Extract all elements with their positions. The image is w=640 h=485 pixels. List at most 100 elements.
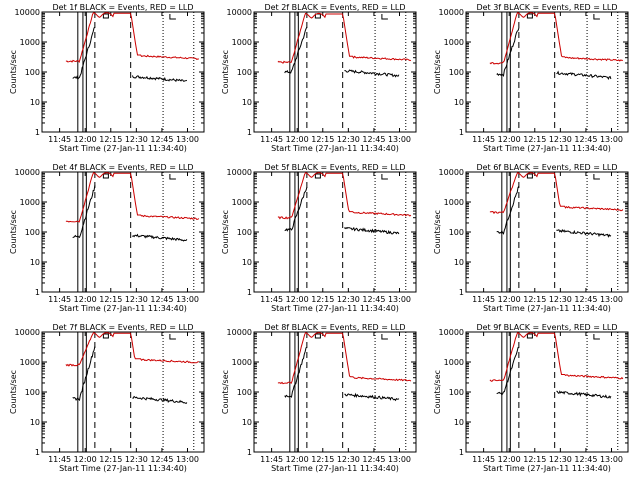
series-lld-line xyxy=(489,332,624,383)
panel-3: Det 3f BLACK = Events, RED = LLD 1 10 100 10… xyxy=(433,3,629,153)
y-tick-label: 10 xyxy=(242,418,252,427)
plot-frame xyxy=(465,11,629,133)
top-marker xyxy=(526,333,533,339)
chart-title: Det 1f BLACK = Events, RED = LLD xyxy=(52,3,193,12)
chart-title: Det 6f BLACK = Events, RED = LLD xyxy=(476,163,617,172)
series-events-line xyxy=(556,390,612,399)
y-tick-label: 10 xyxy=(30,258,40,267)
x-tick-label: 12:30 xyxy=(549,135,572,144)
x-tick-label: 11:45 xyxy=(472,455,495,464)
y-tick-label: 10000 xyxy=(15,168,40,177)
x-tick-label: 11:45 xyxy=(472,135,495,144)
y-axis-label: Counts/sec xyxy=(221,210,230,254)
y-tick-label: 1 xyxy=(247,128,252,137)
series-events-line xyxy=(496,347,519,396)
x-tick-label: 12:30 xyxy=(125,455,148,464)
y-tick-label: 100 xyxy=(449,388,464,397)
y-tick-label: 10 xyxy=(454,258,464,267)
top-marker xyxy=(593,14,600,20)
chart-title: Det 9f BLACK = Events, RED = LLD xyxy=(476,323,617,332)
x-tick-label: 12:00 xyxy=(498,135,521,144)
y-tick-label: 10 xyxy=(242,258,252,267)
x-tick-label: 12:00 xyxy=(74,455,97,464)
y-tick-label: 10000 xyxy=(227,328,252,337)
series-events-line xyxy=(72,346,96,402)
panel-9: Det 9f BLACK = Events, RED = LLD 1 10 100 10… xyxy=(433,323,629,473)
series-events-line xyxy=(556,228,612,238)
x-tick-label: 13:00 xyxy=(176,455,199,464)
x-tick-label: 13:00 xyxy=(388,455,411,464)
y-tick-label: 10 xyxy=(242,98,252,107)
x-tick-label: 11:45 xyxy=(472,295,495,304)
series-events-line xyxy=(344,392,400,402)
y-tick-label: 10000 xyxy=(227,8,252,17)
y-tick-label: 100 xyxy=(25,68,40,77)
series-events-line xyxy=(284,187,308,232)
x-tick-label: 12:15 xyxy=(523,455,546,464)
y-tick-label: 10000 xyxy=(439,328,464,337)
y-tick-label: 1000 xyxy=(20,358,40,367)
x-tick-label: 12:45 xyxy=(362,295,385,304)
x-tick-label: 11:45 xyxy=(260,295,283,304)
panel-5: Det 5f BLACK = Events, RED = LLD 1 10 100 10… xyxy=(221,163,417,313)
plot-frame xyxy=(253,11,417,133)
chart-title: Det 7f BLACK = Events, RED = LLD xyxy=(52,323,193,332)
y-tick-label: 1000 xyxy=(444,358,464,367)
y-tick-label: 10000 xyxy=(15,328,40,337)
series-lld-line xyxy=(489,172,624,215)
y-tick-label: 10000 xyxy=(15,8,40,17)
x-tick-label: 12:45 xyxy=(150,135,173,144)
y-tick-label: 1000 xyxy=(444,38,464,47)
series-events-line xyxy=(556,70,612,81)
x-tick-label: 12:00 xyxy=(286,135,309,144)
x-tick-label: 12:30 xyxy=(337,295,360,304)
x-tick-label: 11:45 xyxy=(48,295,71,304)
series-lld-line xyxy=(489,12,623,65)
x-tick-label: 12:00 xyxy=(286,295,309,304)
y-tick-label: 10 xyxy=(454,98,464,107)
y-tick-label: 1 xyxy=(35,128,40,137)
y-tick-label: 100 xyxy=(449,68,464,77)
x-axis-label: Start Time (27-Jan-11 11:34:40) xyxy=(483,464,611,473)
x-axis-label: Start Time (27-Jan-11 11:34:40) xyxy=(59,304,187,313)
y-tick-label: 1000 xyxy=(20,198,40,207)
chart-title: Det 2f BLACK = Events, RED = LLD xyxy=(264,3,405,12)
y-tick-label: 10000 xyxy=(439,168,464,177)
top-marker xyxy=(526,13,533,19)
x-tick-label: 12:45 xyxy=(150,455,173,464)
top-marker xyxy=(169,14,176,20)
y-tick-label: 100 xyxy=(449,228,464,237)
x-tick-label: 13:00 xyxy=(600,295,623,304)
y-axis-label: Counts/sec xyxy=(433,210,442,254)
top-marker xyxy=(169,334,176,340)
x-axis-label: Start Time (27-Jan-11 11:34:40) xyxy=(271,464,399,473)
y-tick-label: 1000 xyxy=(232,358,252,367)
x-tick-label: 12:30 xyxy=(337,135,360,144)
y-axis-label: Counts/sec xyxy=(9,50,18,94)
series-events-line xyxy=(496,185,520,235)
series-lld-line xyxy=(277,12,411,64)
series-lld-line xyxy=(277,172,412,220)
x-tick-label: 12:45 xyxy=(574,455,597,464)
y-tick-label: 1 xyxy=(247,448,252,457)
y-tick-label: 1 xyxy=(35,288,40,297)
x-tick-label: 12:00 xyxy=(498,455,521,464)
y-axis-label: Counts/sec xyxy=(9,210,18,254)
x-tick-label: 12:45 xyxy=(362,135,385,144)
x-axis-label: Start Time (27-Jan-11 11:34:40) xyxy=(271,144,399,153)
x-axis-label: Start Time (27-Jan-11 11:34:40) xyxy=(483,304,611,313)
y-tick-label: 100 xyxy=(237,228,252,237)
y-tick-label: 1000 xyxy=(232,38,252,47)
x-axis-label: Start Time (27-Jan-11 11:34:40) xyxy=(483,144,611,153)
top-marker xyxy=(102,333,109,339)
series-events-line xyxy=(72,26,96,80)
x-tick-label: 12:15 xyxy=(99,135,122,144)
y-tick-label: 10 xyxy=(30,418,40,427)
x-axis-label: Start Time (27-Jan-11 11:34:40) xyxy=(59,144,187,153)
plot-frame xyxy=(41,171,205,293)
x-tick-label: 13:00 xyxy=(600,455,623,464)
y-tick-label: 1 xyxy=(459,128,464,137)
y-tick-label: 10 xyxy=(30,98,40,107)
top-marker xyxy=(169,174,176,180)
chart-title: Det 5f BLACK = Events, RED = LLD xyxy=(264,163,405,172)
